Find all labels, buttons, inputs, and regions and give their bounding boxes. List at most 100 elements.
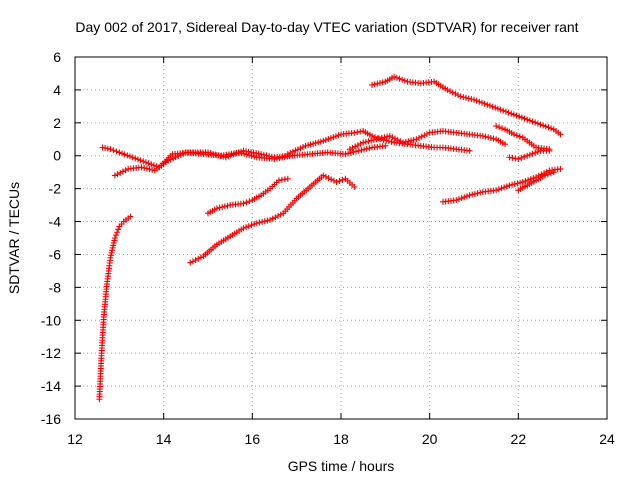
data-point [515, 156, 522, 163]
data-point [524, 116, 531, 123]
data-point [458, 195, 465, 202]
data-point [363, 145, 370, 152]
data-point [275, 212, 282, 219]
data-point [481, 100, 488, 107]
data-point [141, 164, 148, 171]
series-arc-h [506, 147, 553, 163]
data-point [342, 151, 349, 158]
data-point [469, 191, 476, 198]
y-axis-label: SDTVAR / TECUs [6, 182, 22, 294]
series-arc-e [346, 128, 509, 153]
data-point [243, 224, 250, 231]
x-tick-label: 16 [245, 431, 261, 447]
data-point [509, 181, 516, 188]
data-point [391, 73, 398, 80]
data-point [347, 149, 354, 156]
data-point [110, 147, 117, 154]
data-point [461, 194, 468, 201]
y-tick-label: -4 [49, 214, 62, 230]
data-point [477, 189, 484, 196]
data-point [518, 114, 525, 121]
data-point [149, 166, 156, 173]
data-point [529, 150, 536, 157]
data-point [449, 89, 456, 96]
data-point [463, 94, 470, 101]
data-point [497, 106, 504, 113]
data-point [277, 211, 284, 218]
data-point [508, 110, 515, 117]
data-points [96, 73, 564, 403]
data-point [261, 218, 268, 225]
data-point [355, 147, 362, 154]
data-point [502, 141, 509, 148]
y-tick-label: -6 [49, 246, 62, 262]
data-point [413, 136, 420, 143]
data-point [360, 139, 367, 146]
data-point [500, 107, 507, 114]
data-point [246, 198, 253, 205]
data-point [374, 80, 381, 87]
data-point [140, 158, 147, 165]
data-point [138, 164, 145, 171]
data-point [466, 192, 473, 199]
data-point [192, 257, 199, 264]
data-point [546, 147, 553, 154]
data-point [405, 138, 412, 145]
data-point [465, 95, 472, 102]
y-tick-label: 2 [53, 115, 61, 131]
data-point [240, 225, 247, 232]
data-point [267, 216, 274, 223]
data-point [219, 204, 226, 211]
data-point [240, 200, 247, 207]
x-tick-label: 14 [156, 431, 172, 447]
data-point [107, 146, 114, 153]
data-point [482, 133, 489, 140]
data-point [521, 115, 528, 122]
data-point [251, 221, 258, 228]
data-point [522, 178, 529, 185]
data-point [400, 139, 407, 146]
series-arc-a [96, 213, 134, 403]
data-point [471, 190, 478, 197]
data-point [379, 79, 386, 86]
data-point [402, 138, 409, 145]
data-point [548, 125, 555, 132]
data-point [354, 142, 361, 149]
data-point [485, 134, 492, 141]
data-point [369, 81, 376, 88]
data-point [393, 74, 400, 81]
y-tick-label: -8 [49, 279, 62, 295]
data-point [146, 166, 153, 173]
data-point [545, 124, 552, 131]
y-tick-label: -14 [41, 378, 61, 394]
data-point [410, 136, 417, 143]
y-tick-label: -12 [41, 345, 61, 361]
data-point [216, 204, 223, 211]
data-point [397, 138, 404, 145]
data-point [113, 232, 120, 239]
data-point [333, 179, 340, 186]
data-point [143, 165, 150, 172]
data-point [361, 146, 368, 153]
data-point [243, 199, 250, 206]
data-point [534, 148, 541, 155]
y-tick-label: 4 [53, 82, 61, 98]
y-tick-label: -2 [49, 181, 62, 197]
data-point [320, 172, 327, 179]
data-point [493, 187, 500, 194]
data-point [388, 138, 395, 145]
data-point [529, 118, 536, 125]
series-arc-l [515, 169, 557, 194]
data-point [510, 111, 517, 118]
data-point [213, 205, 220, 212]
data-point [145, 160, 152, 167]
data-point [362, 138, 369, 145]
data-point [346, 146, 353, 153]
data-point [495, 186, 502, 193]
data-point [197, 254, 204, 261]
data-point [150, 162, 157, 169]
data-point [371, 81, 378, 88]
data-point [468, 96, 475, 103]
x-tick-label: 20 [422, 431, 438, 447]
